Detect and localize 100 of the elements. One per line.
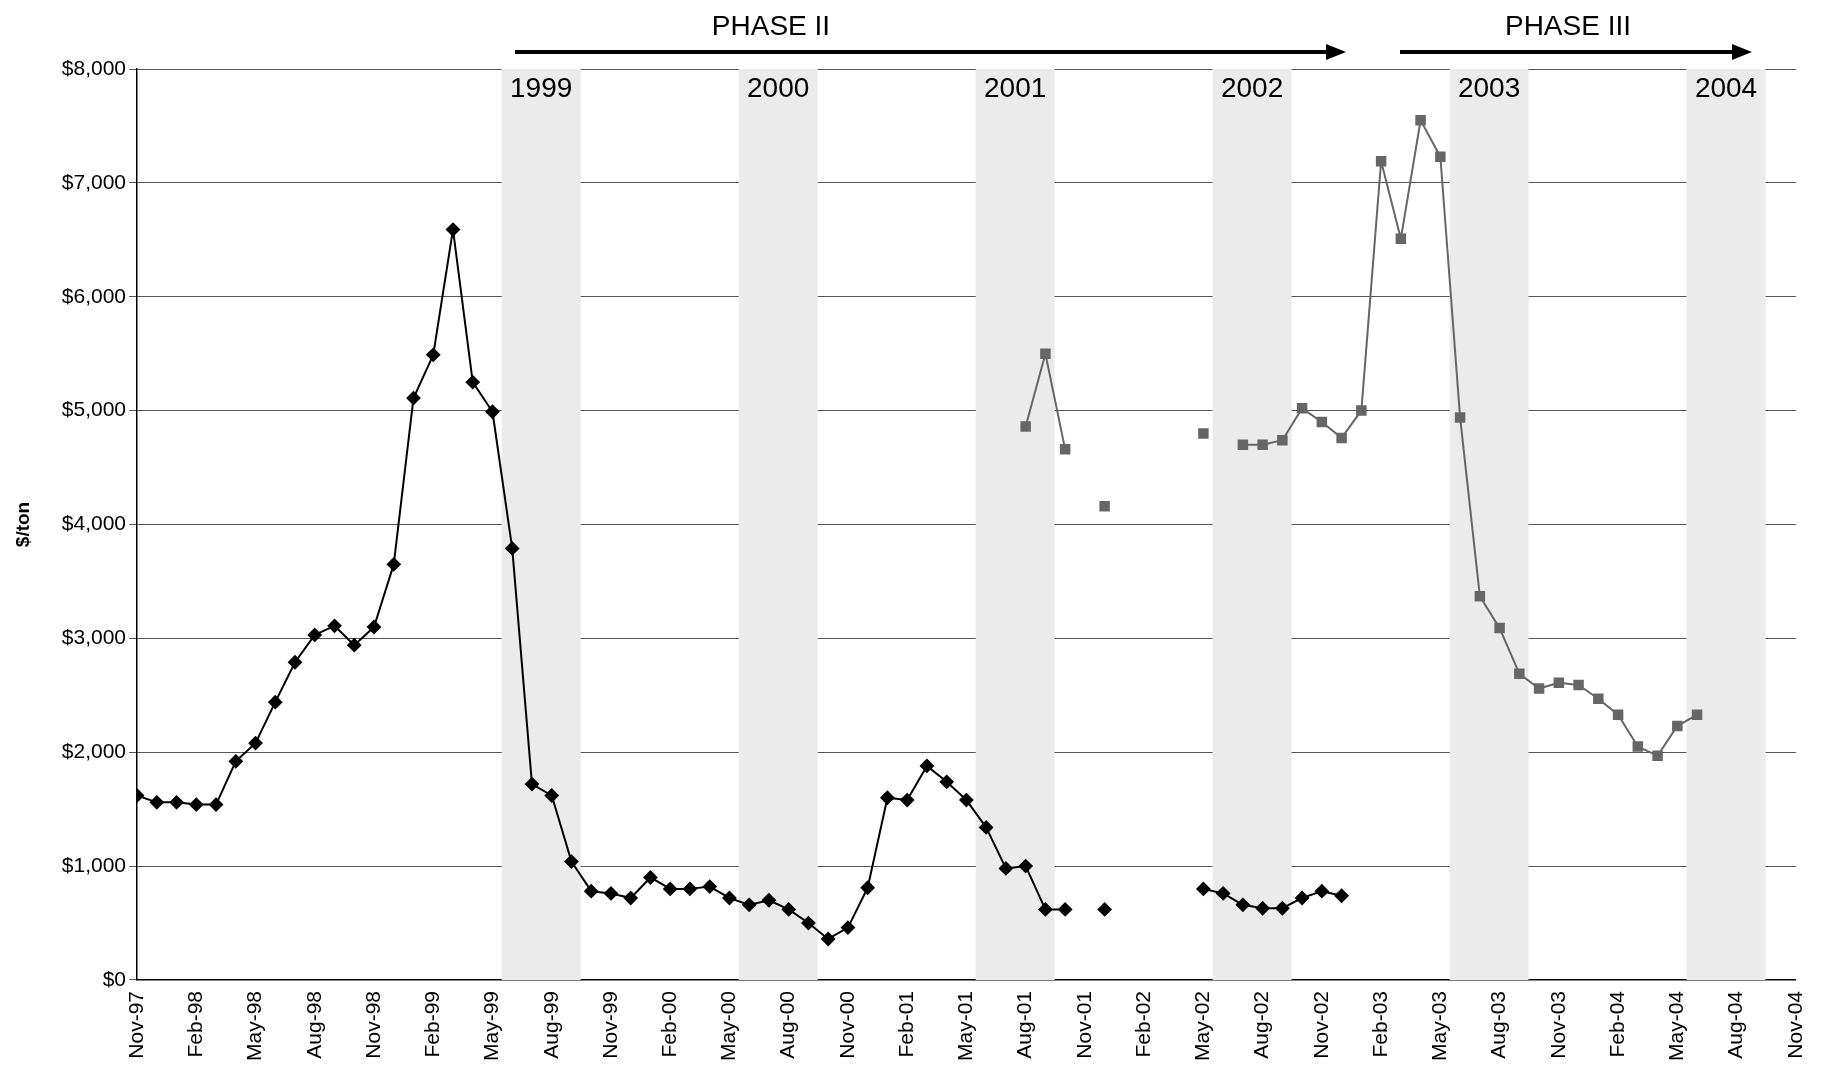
point bbox=[939, 774, 954, 789]
band-label: 2003 bbox=[1457, 71, 1521, 103]
text: PHASE II bbox=[710, 10, 832, 42]
point bbox=[386, 557, 401, 572]
band-label: 2000 bbox=[747, 71, 810, 103]
point bbox=[1020, 421, 1031, 432]
point bbox=[722, 890, 737, 905]
point bbox=[524, 777, 539, 792]
y-tick-label: $4,000 bbox=[61, 511, 127, 535]
x-tick-label: Aug-02 bbox=[1249, 990, 1273, 1059]
y-tick-label: $6,000 bbox=[61, 283, 127, 307]
point bbox=[485, 404, 500, 419]
point bbox=[1593, 693, 1604, 704]
point bbox=[998, 861, 1013, 876]
point bbox=[860, 880, 875, 895]
point bbox=[347, 638, 362, 653]
point bbox=[1257, 439, 1268, 451]
y-tick-label: $5,000 bbox=[61, 397, 127, 421]
point bbox=[1474, 590, 1486, 602]
point bbox=[1415, 115, 1426, 126]
point bbox=[1435, 151, 1446, 162]
x-tick-label: Aug-04 bbox=[1723, 990, 1747, 1059]
point bbox=[544, 788, 559, 803]
point bbox=[169, 795, 184, 810]
x-tick-label: Nov-03 bbox=[1545, 990, 1569, 1059]
x-tick-label: Nov-01 bbox=[1071, 990, 1095, 1059]
point bbox=[1198, 428, 1209, 439]
point bbox=[1395, 233, 1407, 244]
point bbox=[228, 754, 243, 769]
point bbox=[1514, 668, 1525, 679]
point bbox=[1316, 416, 1328, 428]
point bbox=[1672, 720, 1683, 732]
point bbox=[1296, 403, 1308, 414]
x-tick-label: May-04 bbox=[1664, 990, 1688, 1062]
point bbox=[1038, 902, 1053, 917]
point bbox=[1652, 750, 1663, 761]
point bbox=[584, 884, 599, 899]
point bbox=[623, 890, 638, 905]
x-tick-label: Feb-02 bbox=[1130, 990, 1154, 1058]
point bbox=[742, 897, 757, 912]
point bbox=[288, 655, 303, 670]
y-tick-label: $7,000 bbox=[61, 169, 127, 193]
point bbox=[840, 920, 855, 935]
band-label: 2002 bbox=[1220, 71, 1284, 103]
point bbox=[1237, 439, 1249, 451]
x-tick-label: Aug-00 bbox=[775, 990, 799, 1059]
point bbox=[1275, 901, 1290, 916]
point bbox=[505, 541, 520, 556]
point bbox=[1040, 348, 1051, 359]
point bbox=[979, 820, 994, 835]
x-tick-label: Aug-99 bbox=[538, 990, 562, 1059]
x-tick-label: Nov-00 bbox=[834, 990, 858, 1059]
y-tick-label: $3,000 bbox=[61, 625, 127, 649]
point bbox=[445, 222, 460, 237]
x-tick-label: May-00 bbox=[716, 990, 740, 1062]
point bbox=[663, 881, 678, 896]
point bbox=[900, 793, 915, 808]
band-label: 2001 bbox=[983, 71, 1047, 103]
x-tick-label: Nov-98 bbox=[360, 990, 384, 1059]
point bbox=[1277, 434, 1288, 446]
x-tick-label: May-03 bbox=[1427, 990, 1451, 1062]
point bbox=[821, 931, 836, 946]
point bbox=[1099, 501, 1110, 512]
x-tick-label: Feb-99 bbox=[420, 990, 444, 1058]
point bbox=[248, 736, 263, 751]
x-tick-label: Nov-02 bbox=[1308, 990, 1332, 1059]
y-axis-title: $/ton bbox=[11, 501, 33, 548]
x-tick-label: May-02 bbox=[1190, 990, 1214, 1062]
y-tick-label: $1,000 bbox=[61, 852, 127, 876]
point bbox=[1375, 155, 1387, 167]
point bbox=[1018, 859, 1033, 874]
point bbox=[1058, 902, 1073, 917]
point bbox=[1553, 677, 1565, 689]
point bbox=[1334, 888, 1349, 903]
point bbox=[189, 797, 204, 812]
point bbox=[1097, 902, 1112, 917]
x-tick-label: Aug-98 bbox=[301, 990, 325, 1059]
point bbox=[1295, 890, 1310, 905]
point bbox=[307, 627, 322, 642]
y-tick-label: $0 bbox=[102, 966, 127, 990]
band-label: 1999 bbox=[510, 71, 573, 103]
point bbox=[643, 870, 658, 885]
point bbox=[1356, 405, 1367, 416]
point bbox=[1533, 683, 1545, 694]
y-tick-label: $2,000 bbox=[61, 739, 127, 763]
x-tick-label: Feb-98 bbox=[183, 990, 207, 1058]
x-tick-label: Feb-04 bbox=[1604, 990, 1628, 1058]
point bbox=[1336, 432, 1347, 444]
point bbox=[919, 758, 934, 773]
point bbox=[1454, 412, 1466, 423]
point bbox=[149, 795, 164, 810]
x-tick-label: Feb-00 bbox=[657, 990, 680, 1058]
band-label: 2004 bbox=[1694, 71, 1758, 103]
point bbox=[406, 391, 421, 406]
point bbox=[1612, 709, 1624, 720]
point bbox=[1059, 444, 1071, 455]
x-tick-label: Nov-99 bbox=[597, 990, 621, 1059]
text: PHASE III bbox=[1503, 10, 1632, 42]
point bbox=[761, 893, 776, 908]
x-tick-label: May-98 bbox=[242, 990, 266, 1062]
